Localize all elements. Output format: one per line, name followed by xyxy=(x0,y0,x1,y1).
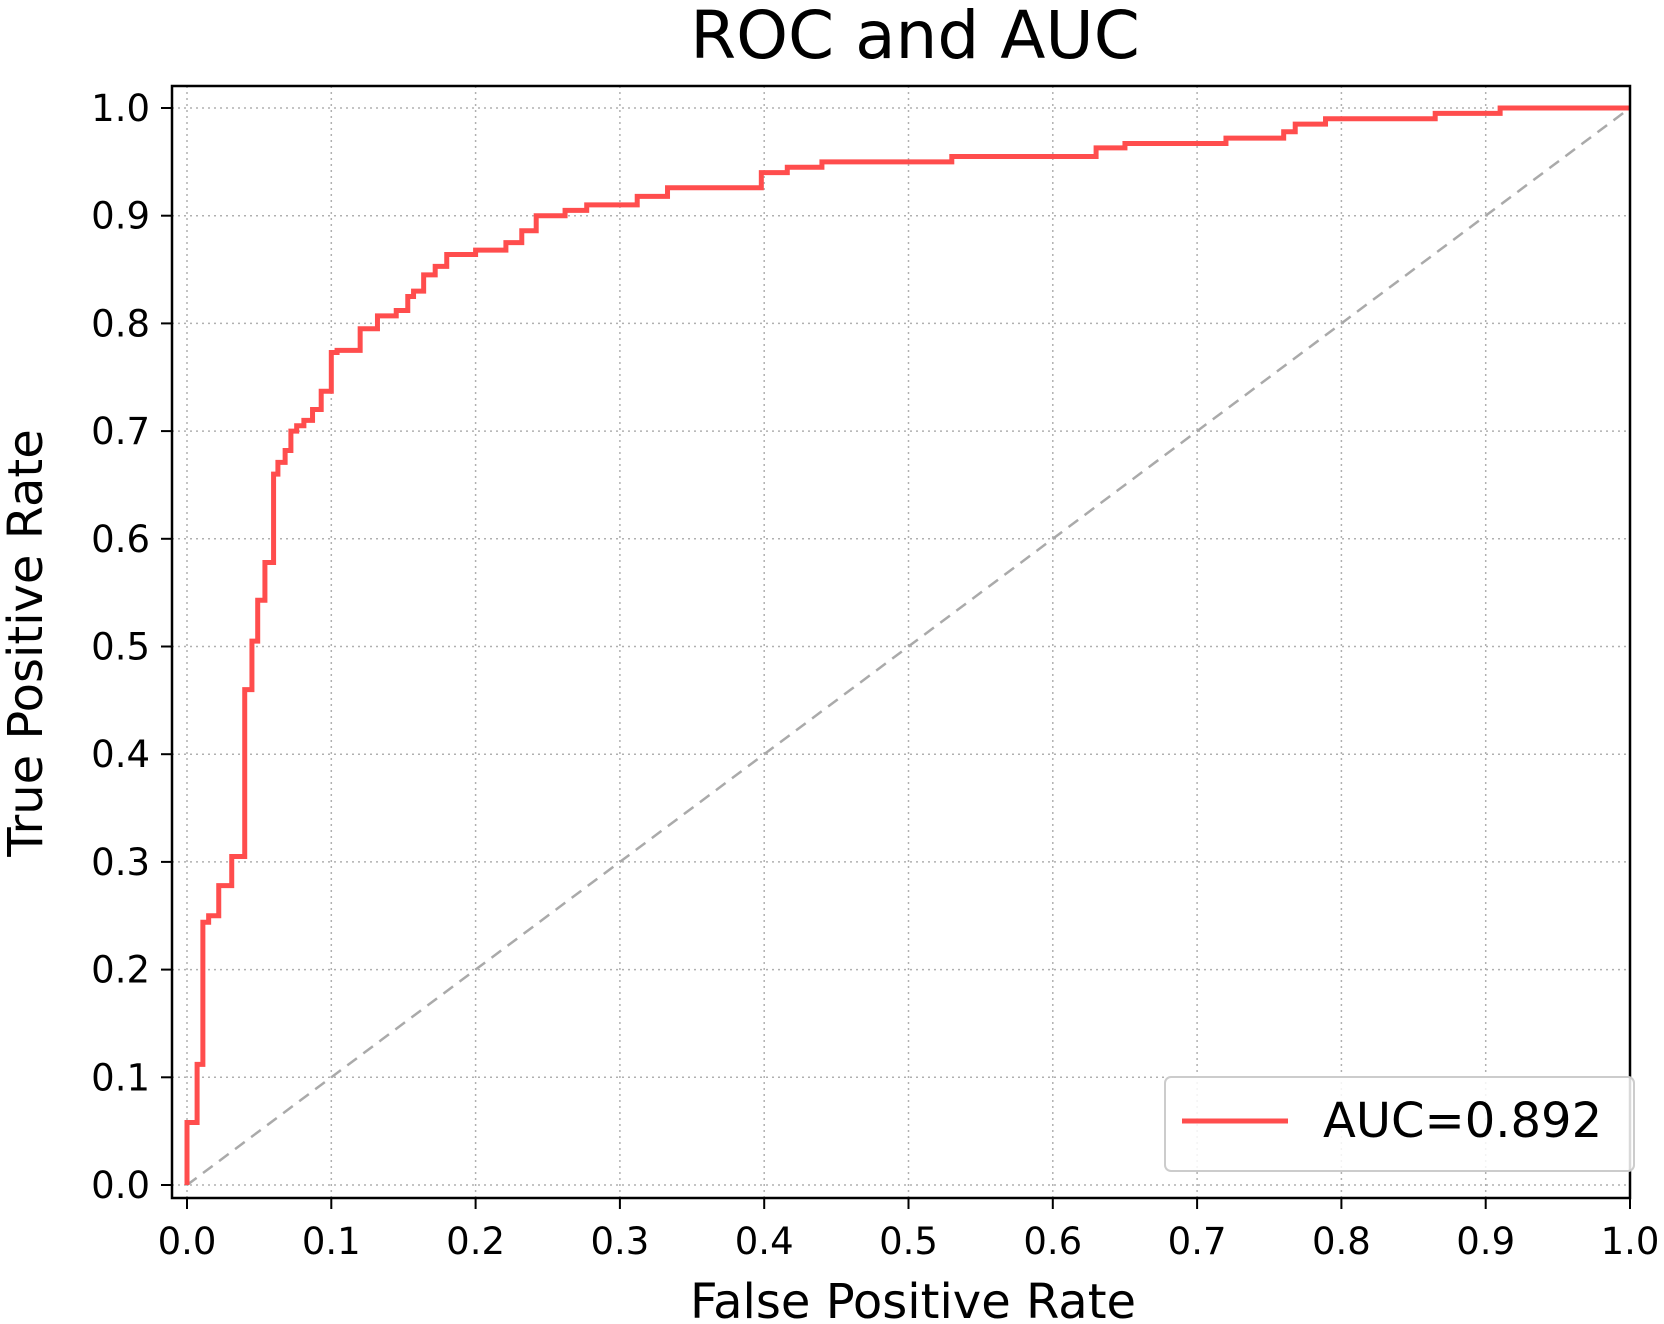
x-tick-label: 0.7 xyxy=(1168,1220,1227,1263)
legend-box xyxy=(1164,1076,1635,1172)
x-tick-label: 0.1 xyxy=(302,1220,361,1263)
y-axis-label: True Positive Rate xyxy=(0,429,54,858)
x-tick-label: 0.4 xyxy=(735,1220,794,1263)
legend: AUC=0.892 xyxy=(1164,1076,1635,1172)
grid-lines xyxy=(172,86,1631,1198)
x-tick-label: 0.8 xyxy=(1312,1220,1371,1263)
x-axis-ticks: 0.0 0.1 0.2 0.3 0.4 0.5 0.6 0.7 0.8 0.9 1.0 xyxy=(158,1198,1660,1263)
y-tick-label: 1.0 xyxy=(91,87,150,130)
chance-line xyxy=(186,106,1631,1187)
roc-curve-line xyxy=(184,105,1630,1185)
y-tick-label: 0.3 xyxy=(91,841,150,884)
x-axis-label: False Positive Rate xyxy=(690,1274,1136,1324)
y-tick-label: 0.6 xyxy=(91,518,150,561)
x-tick-label: 0.5 xyxy=(879,1220,938,1263)
y-tick-label: 0.5 xyxy=(91,626,150,669)
x-tick-label: 0.0 xyxy=(158,1220,217,1263)
chart-title: ROC and AUC xyxy=(690,0,1140,74)
y-tick-label: 0.1 xyxy=(91,1056,150,1099)
plot-frame xyxy=(170,84,1632,1200)
legend-label: AUC=0.892 xyxy=(1323,1093,1602,1149)
y-tick-label: 0.9 xyxy=(91,195,150,238)
y-axis-ticks: 0.0 0.1 0.2 0.3 0.4 0.5 0.6 0.7 0.8 0.9 1.0 xyxy=(91,87,172,1207)
roc-curve-group xyxy=(184,105,1630,1185)
x-tick-label: 0.9 xyxy=(1456,1220,1515,1263)
x-tick-label: 0.6 xyxy=(1023,1220,1082,1263)
y-tick-label: 0.8 xyxy=(91,302,150,345)
y-tick-label: 0.2 xyxy=(91,949,150,992)
y-tick-label: 0.0 xyxy=(91,1164,150,1207)
x-tick-label: 0.2 xyxy=(446,1220,505,1263)
x-tick-label: 0.3 xyxy=(590,1220,649,1263)
x-tick-label: 1.0 xyxy=(1601,1220,1660,1263)
y-tick-label: 0.7 xyxy=(91,410,150,453)
y-tick-label: 0.4 xyxy=(91,733,150,776)
chance-diagonal xyxy=(186,106,1631,1187)
